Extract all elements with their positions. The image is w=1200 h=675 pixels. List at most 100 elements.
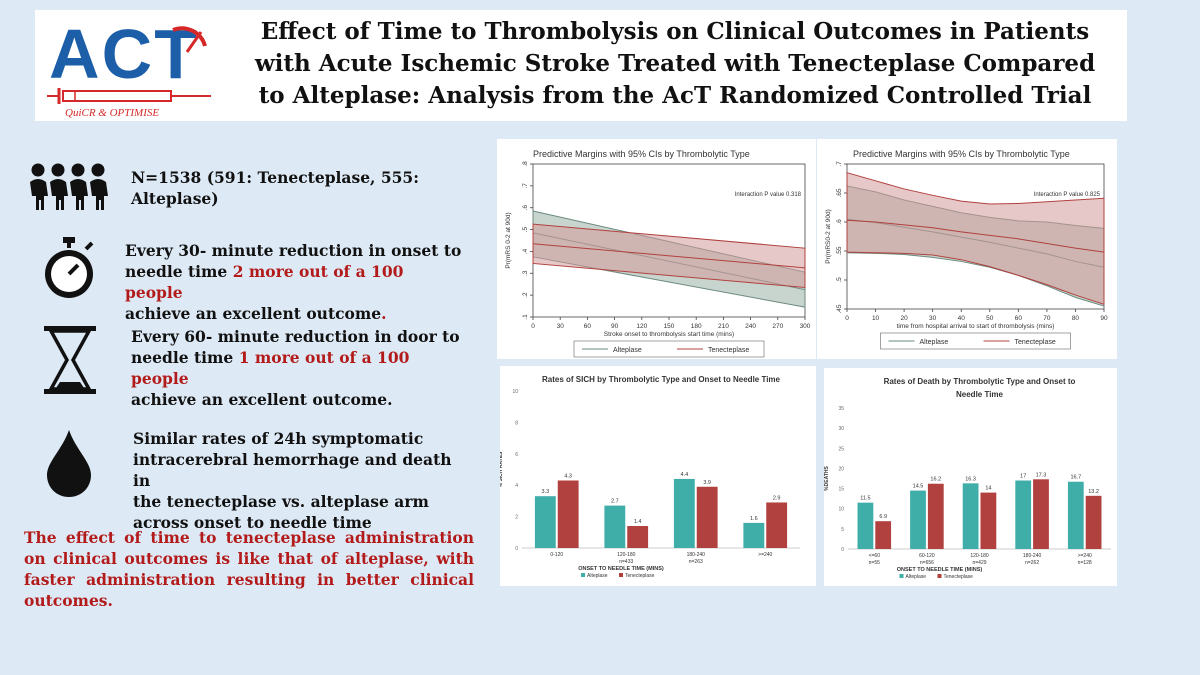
y-tick-label: .8	[522, 161, 529, 167]
interaction-p-value: Interaction P value 0.318	[735, 192, 802, 198]
x-axis-label: Stroke onset to thrombolysis start time …	[604, 331, 734, 338]
series-line-tenecteplase	[532, 243, 806, 269]
legend-box	[880, 332, 1071, 350]
bar-tenecteplase	[696, 486, 718, 548]
people-icon	[30, 163, 108, 210]
y-tick-label: 10	[838, 507, 844, 513]
conclusion-text: The effect of time to tenecteplase admin…	[24, 528, 474, 610]
door-to-needle-text: Every 60- minute reduction in door to ne…	[131, 327, 460, 409]
category-label: 120-180	[617, 552, 636, 558]
bar-value-label: 11.5	[860, 496, 870, 502]
x-axis-label: time from hospital arrival to start of t…	[897, 323, 1055, 330]
bar-value-label: 17	[1020, 474, 1026, 480]
y-tick-label: .5	[522, 226, 529, 232]
bar-alteplase	[604, 505, 626, 548]
y-tick-label: 35	[838, 406, 844, 412]
y-tick-label: 8	[515, 420, 518, 426]
x-tick-label: 0	[845, 315, 849, 322]
bar-alteplase	[857, 502, 874, 549]
bar-value-label: 3.9	[703, 480, 711, 486]
y-tick-label: 25	[838, 446, 844, 452]
y-tick-label: .7	[522, 183, 529, 189]
logo-tagline: QuiCR & OPTIMISE	[65, 107, 159, 118]
ci-band-tenecteplase	[846, 172, 1105, 306]
legend-label-tenecteplase: Tenecteplase	[708, 347, 749, 354]
legend-label-alteplase: Alteplase	[587, 573, 608, 579]
category-label: 180-240	[687, 552, 706, 558]
legend-label-alteplase: Alteplase	[906, 574, 927, 580]
bar-value-label: 16.7	[1070, 475, 1081, 481]
chart-onset-margins: Predictive Margins with 95% CIs by Throm…	[497, 139, 816, 359]
y-axis-label: %DEATHS	[824, 466, 830, 491]
x-tick-label: 90	[1100, 315, 1108, 322]
interaction-p-value: Interaction P value 0.825	[1034, 192, 1101, 198]
y-tick-label: 10	[512, 389, 518, 395]
legend-label-tenecteplase: Tenecteplase	[1015, 339, 1056, 346]
stopwatch-icon	[45, 237, 94, 298]
chart-title: Predictive Margins with 95% CIs by Throm…	[533, 149, 750, 159]
y-tick-label: .6	[522, 205, 529, 211]
act-logo: ACT QuiCR & OPTIMISE	[47, 15, 211, 118]
chart-title: Rates of Death by Thrombolytic Type and …	[884, 377, 1076, 386]
bar-value-label: 3.3	[541, 489, 549, 495]
x-tick-label: 120	[636, 323, 647, 330]
n-label: n=55	[869, 560, 880, 566]
bar-tenecteplase	[557, 480, 579, 548]
x-tick-label: 10	[872, 315, 880, 322]
bar-value-label: 1.6	[750, 516, 758, 522]
chart-title: Rates of SICH by Thrombolytic Type and O…	[542, 375, 781, 384]
blood-drop-icon	[47, 430, 91, 497]
title-line-2: with Acute Ischemic Stroke Treated with …	[254, 50, 1096, 77]
chart-title: Predictive Margins with 95% CIs by Throm…	[853, 149, 1070, 159]
bar-tenecteplase	[627, 526, 649, 548]
bar-value-label: 13.2	[1088, 489, 1099, 495]
y-tick-label: 2	[515, 515, 518, 521]
bar-alteplase	[910, 490, 926, 549]
x-axis-label: ONSET TO NEEDLE TIME (MINS)	[578, 566, 664, 572]
legend-swatch-tenecteplase	[937, 574, 942, 578]
x-tick-label: 20	[900, 315, 908, 322]
legend-label-alteplase: Alteplase	[920, 339, 949, 346]
x-tick-label: 90	[611, 323, 619, 330]
legend-label-alteplase: Alteplase	[613, 347, 642, 354]
hourglass-icon	[44, 326, 96, 394]
bar-value-label: 16.2	[930, 477, 941, 483]
x-tick-label: 270	[772, 323, 783, 330]
x-tick-label: 30	[557, 323, 565, 330]
category-label: <=60	[869, 553, 881, 559]
y-tick-label: 30	[838, 426, 844, 432]
y-tick-label: .6	[836, 219, 843, 225]
x-tick-label: 70	[1043, 315, 1051, 322]
chart-death-rates: Rates of Death by Thrombolytic Type and …	[824, 368, 1117, 586]
chart-title: Needle Time	[956, 390, 1004, 399]
n-label: n=263	[689, 559, 703, 565]
x-tick-label: 40	[958, 315, 966, 322]
bar-alteplase	[743, 522, 765, 548]
bar-alteplase	[673, 478, 695, 548]
title-line-1: Effect of Time to Thrombolysis on Clinic…	[260, 18, 1090, 45]
bar-tenecteplase	[766, 502, 788, 548]
y-tick-label: 4	[515, 483, 518, 489]
legend-label-tenecteplase: Tenecteplase	[944, 574, 974, 580]
bar-value-label: 2.9	[773, 495, 781, 501]
sich-death-text: Similar rates of 24h symptomatic intrace…	[133, 429, 452, 532]
category-label: 120-180	[970, 553, 989, 559]
bar-alteplase	[962, 483, 979, 549]
bar-tenecteplase	[875, 521, 892, 549]
y-tick-label: .1	[522, 314, 529, 320]
bar-value-label: 14.5	[913, 484, 924, 490]
x-tick-label: 210	[718, 323, 729, 330]
y-tick-label: .65	[836, 188, 843, 197]
n-label: n=429	[972, 560, 986, 566]
bar-value-label: 17.3	[1036, 472, 1047, 478]
y-tick-label: .45	[836, 304, 843, 313]
onset-to-needle-text: Every 30- minute reduction in onset to n…	[125, 241, 462, 323]
n-label: n=262	[1025, 560, 1039, 566]
legend-box	[573, 340, 765, 358]
header-banner: ACT QuiCR & OPTIMISE Effect of Time to T…	[35, 10, 1127, 121]
n-label: n=128	[1078, 560, 1092, 566]
y-tick-label: .55	[836, 246, 843, 255]
category-label: >=240	[1078, 553, 1092, 559]
x-tick-label: 50	[986, 315, 994, 322]
x-axis-label: ONSET TO NEEDLE TIME (MINS)	[897, 567, 983, 573]
